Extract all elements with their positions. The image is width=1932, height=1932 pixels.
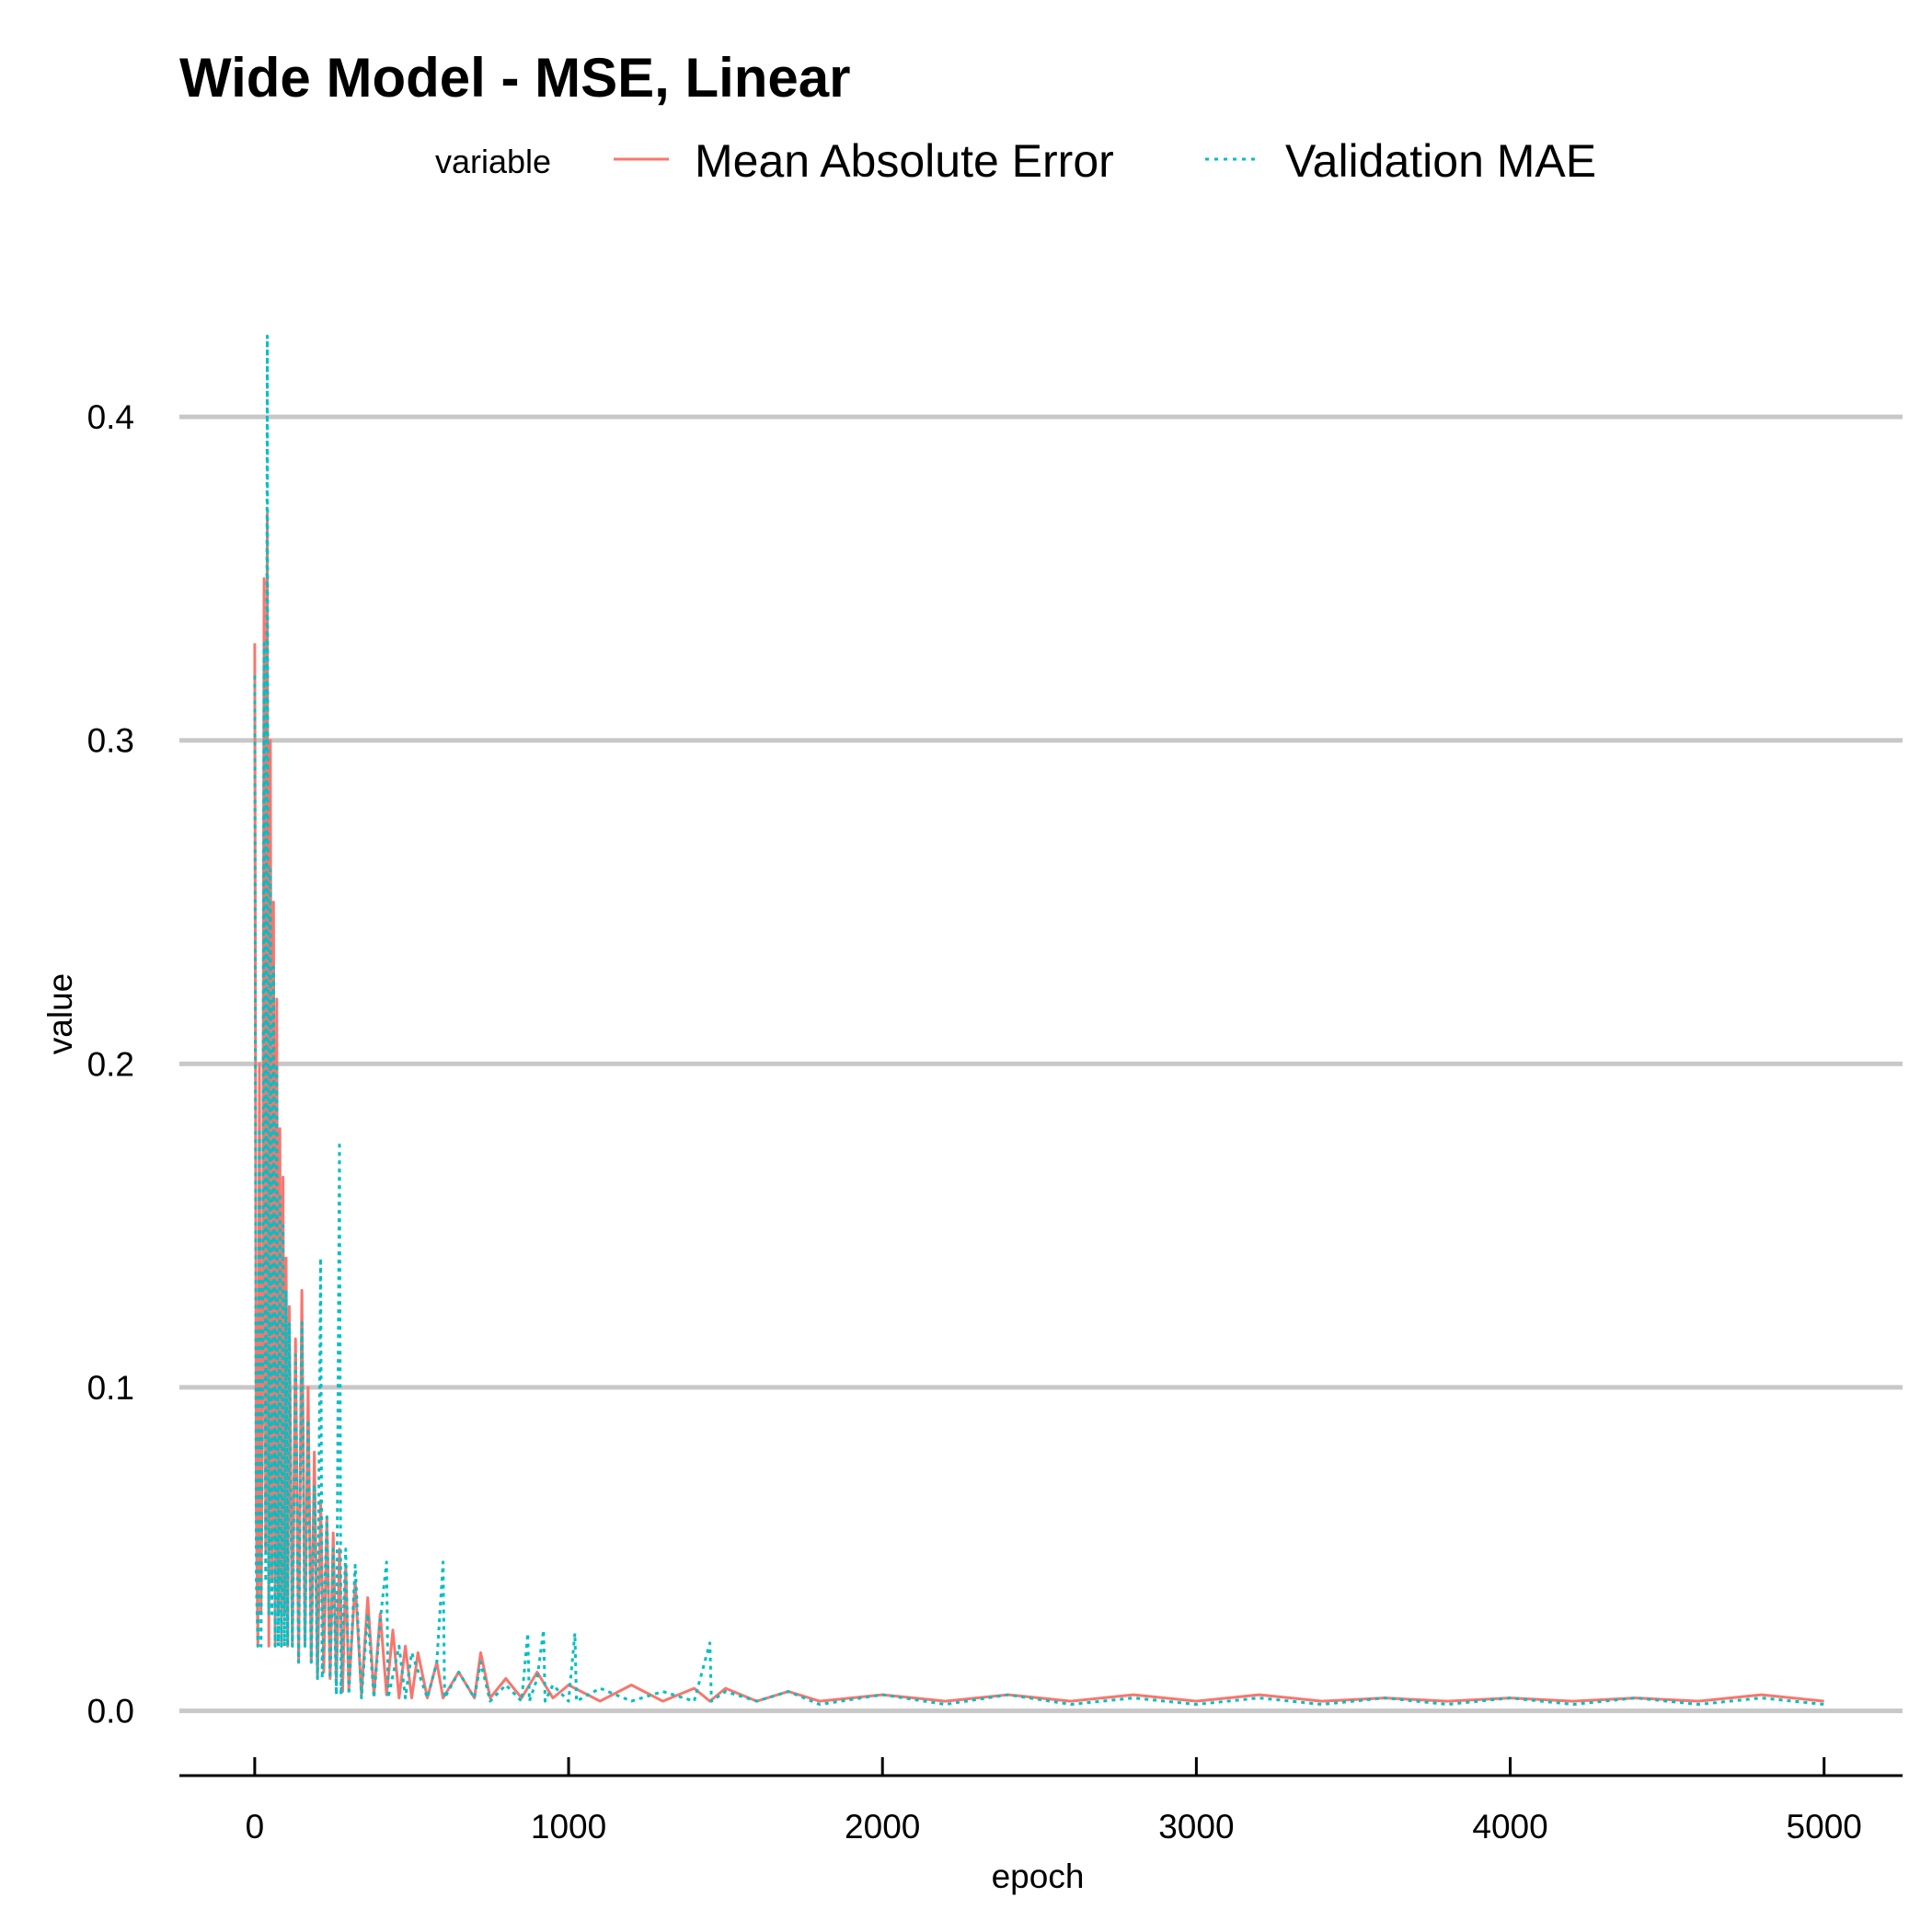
legend-label-validation-mae: Validation MAE [1285, 135, 1596, 187]
y-tick-label: 0.1 [87, 1369, 134, 1407]
y-tick-label: 0.4 [87, 398, 134, 436]
y-tick-label: 0.3 [87, 722, 134, 760]
x-tick-label: 0 [246, 1808, 265, 1846]
y-tick-label: 0.2 [87, 1045, 134, 1083]
x-axis-title: epoch [992, 1857, 1085, 1895]
x-tick-label: 1000 [531, 1808, 606, 1846]
y-tick-label: 0.0 [87, 1693, 134, 1731]
legend-title: variable [435, 143, 551, 180]
legend-label-mean-absolute-error: Mean Absolute Error [695, 135, 1114, 187]
x-tick-label: 2000 [845, 1808, 920, 1846]
x-tick-label: 3000 [1158, 1808, 1234, 1846]
x-tick-label: 4000 [1472, 1808, 1547, 1846]
series-line-validation-mae [253, 334, 1824, 1707]
chart-title: Wide Model - MSE, Linear [179, 47, 851, 109]
plot-area [253, 334, 1824, 1707]
grid: 0.0 0.1 0.2 0.3 0.4 [87, 398, 1903, 1731]
x-axis: 0 1000 2000 3000 4000 5000 [179, 1757, 1903, 1846]
legend: variable Mean Absolute Error Validation … [435, 135, 1596, 187]
x-tick-label: 5000 [1787, 1808, 1862, 1846]
y-axis-title: value [41, 973, 79, 1054]
